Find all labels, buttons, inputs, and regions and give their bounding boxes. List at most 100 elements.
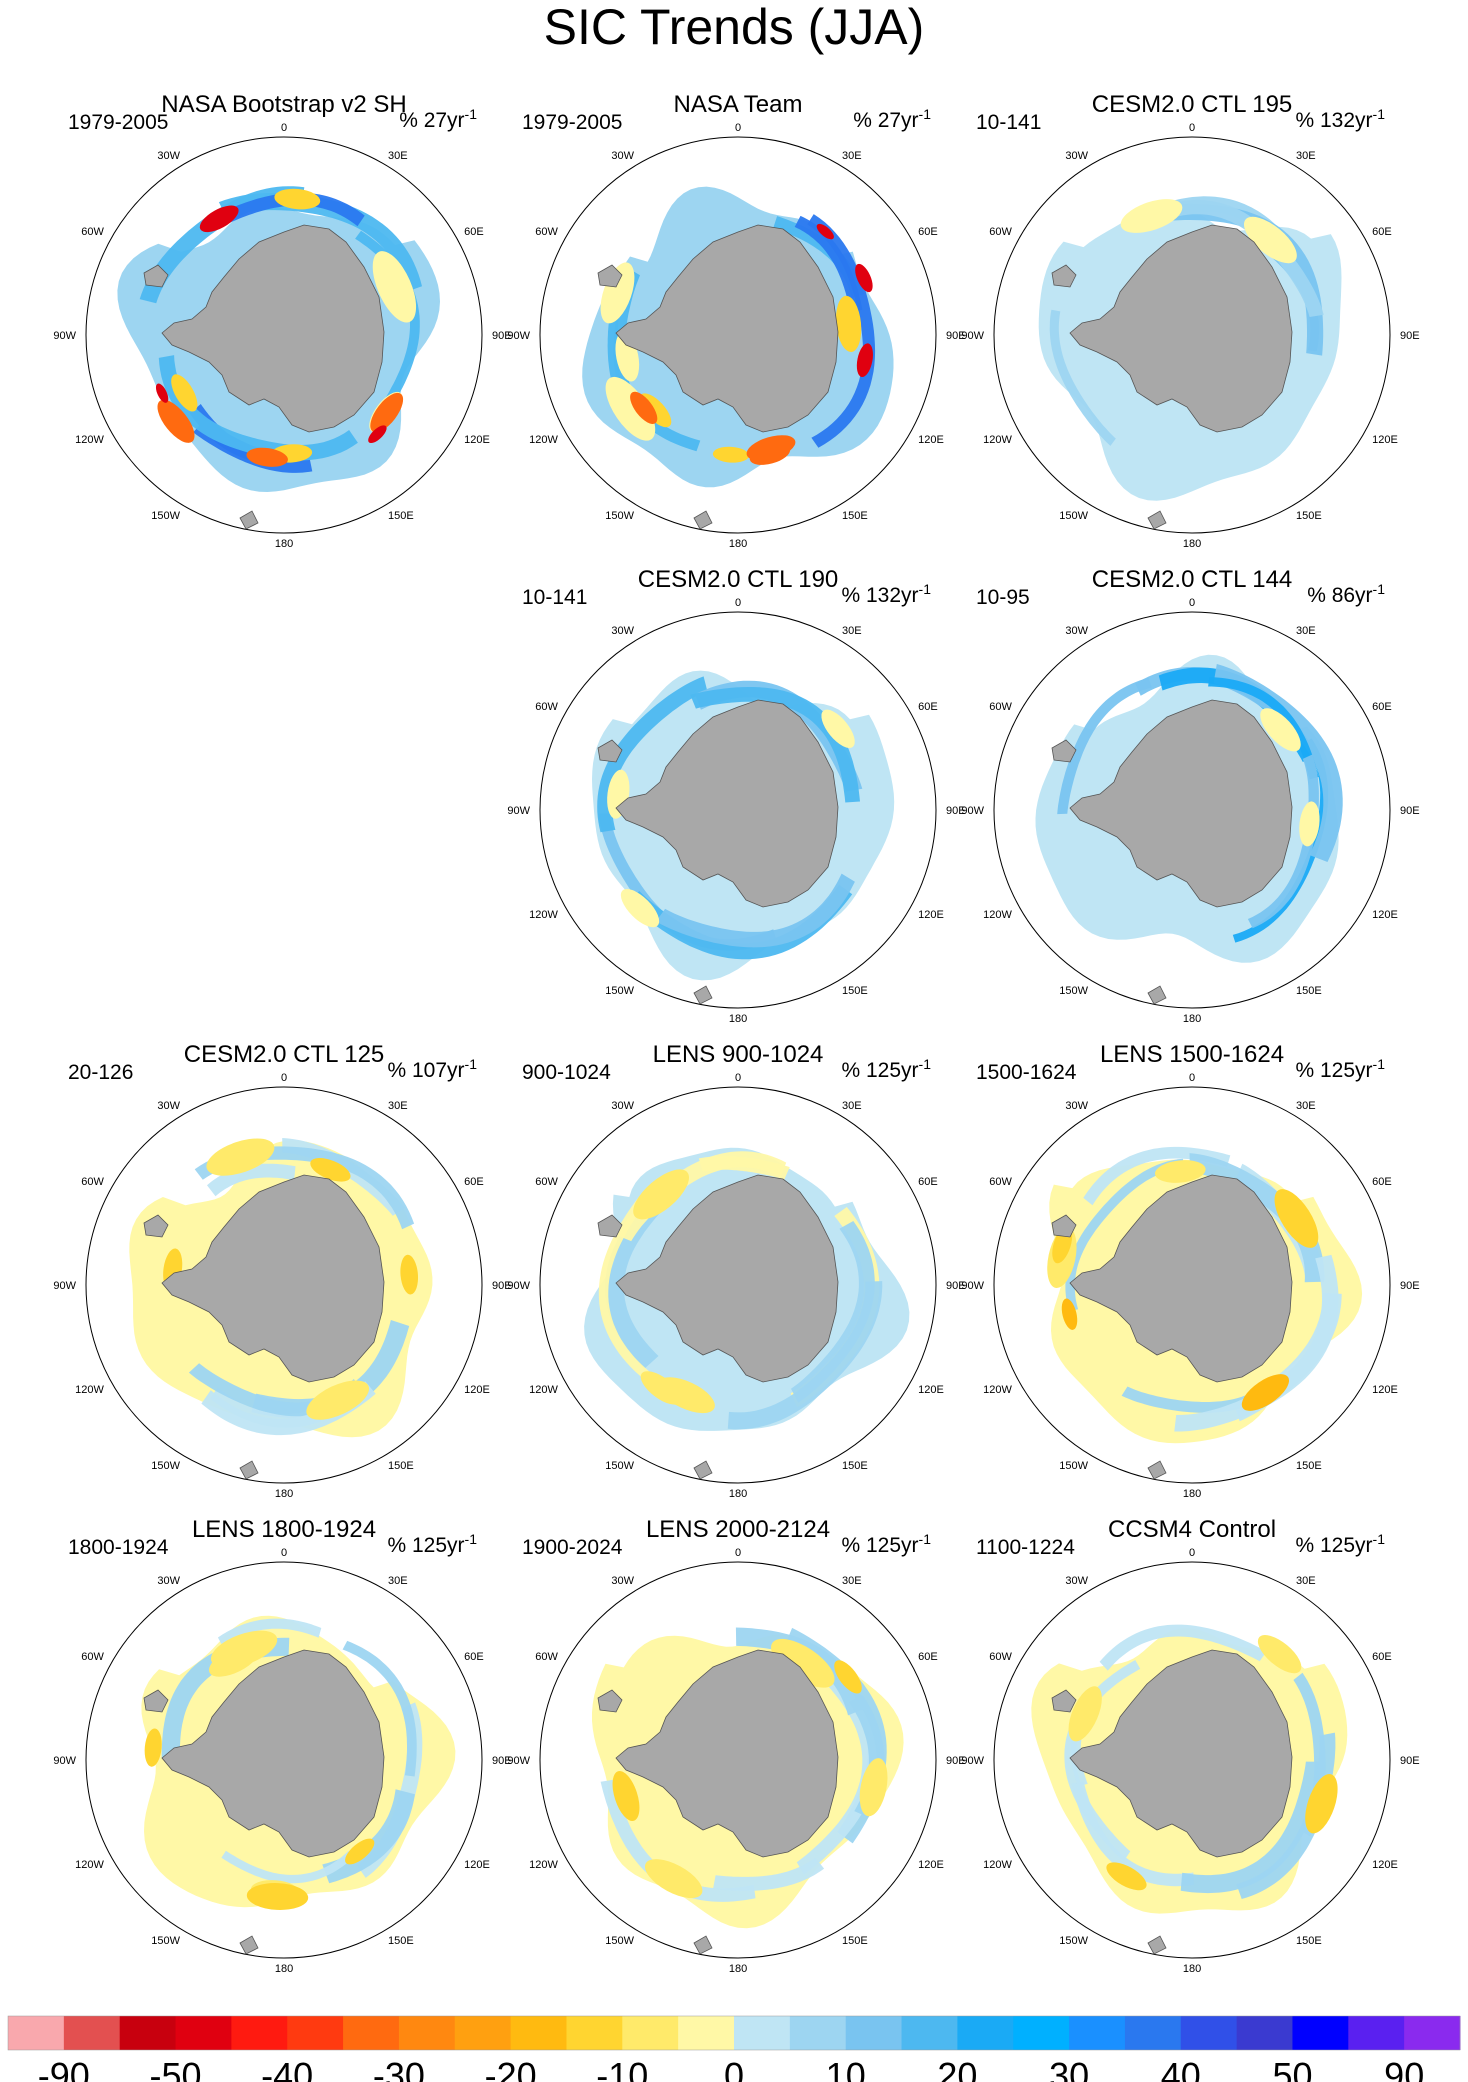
longitude-label: 0 [735,597,741,609]
colorbar-swatch [1013,2016,1070,2050]
sea-ice-field [592,670,895,1005]
colorbar-swatch [287,2016,344,2050]
longitude-label: 30E [1296,150,1316,162]
trend-patch [644,1859,703,1899]
longitude-label: 90E [946,1280,966,1292]
antarctica-landmass [615,699,839,908]
trend-band [713,1857,825,1891]
trend-patch [1106,1862,1147,1891]
longitude-label: 60W [535,701,558,713]
longitude-label: 90E [1400,1755,1420,1767]
longitude-label: 60E [464,1651,484,1663]
trend-band [598,1192,667,1393]
longitude-label: 30W [1065,1100,1088,1112]
trend-patch [1274,1189,1319,1248]
longitude-label: 120E [1372,1859,1398,1871]
longitude-label: 60E [1372,1176,1392,1188]
trend-patch [1305,1774,1338,1834]
trend-patch [310,1157,351,1182]
longitude-label: 0 [735,122,741,134]
trend-band [1049,309,1116,446]
colorbar-swatch [231,2016,288,2050]
longitude-label: 120E [1372,909,1398,921]
new-zealand-landmass [1147,1935,1167,1955]
longitude-label: 30W [611,1100,634,1112]
panel-units: % 125yr-1 [1296,1056,1386,1082]
longitude-label: 90E [492,330,512,342]
colorbar-tick-label: 90 [1384,2055,1424,2082]
longitude-label: 0 [1189,1072,1195,1084]
longitude-label: 150W [151,1935,180,1947]
colorbar-swatch [566,2016,623,2050]
longitude-label: 60E [1372,226,1392,238]
longitude-label: 150E [842,1935,868,1947]
longitude-label: 30E [388,1100,408,1112]
longitude-label: 120W [983,1859,1012,1871]
sea-ice-field [582,186,894,530]
new-zealand-landmass [693,510,713,530]
longitude-label: 60E [1372,701,1392,713]
longitude-label: 0 [281,1547,287,1559]
panel-period: 900-1024 [522,1061,611,1084]
longitude-label: 60W [989,1651,1012,1663]
trend-patch [821,709,855,748]
trend-patch [274,188,321,210]
longitude-label: 180 [729,1963,747,1975]
longitude-label: 60W [81,1176,104,1188]
trend-band [218,192,422,292]
longitude-label: 150E [388,1460,414,1472]
panel-period: 1800-1924 [68,1536,169,1559]
trend-band [655,873,855,948]
map-panel: LENS 1800-1924 1800-1924 % 125yr-1 0 30E 60E 9… [53,1516,511,1975]
colorbar-swatch [734,2016,791,2050]
colorbar-swatch [119,2016,177,2050]
colorbar-swatch [1180,2016,1238,2050]
longitude-label: 180 [729,1013,747,1025]
longitude-label: 90E [946,805,966,817]
trend-patch [199,205,239,233]
longitude-label: 60W [535,226,558,238]
trend-patch [633,1169,690,1220]
longitude-label: 150E [1296,1935,1322,1947]
colorbar-swatch [1292,2016,1349,2050]
longitude-label: 120E [1372,1384,1398,1396]
panel-units: % 107yr-1 [388,1056,478,1082]
longitude-label: 60W [989,701,1012,713]
map-panel: LENS 2000-2124 1900-2024 % 125yr-1 0 30E 60E 9… [507,1516,965,1975]
colorbar: -90 -50 -40 -30 -20 -10 0 10 20 30 40 50 90 [7,2015,1461,2082]
south-america-landmass [1051,739,1077,763]
colorbar-swatch [1124,2016,1182,2050]
trend-band [221,1850,354,1884]
longitude-label: 150W [1059,1460,1088,1472]
sea-ice-field [1035,654,1343,1005]
panel-period: 10-95 [976,586,1030,609]
longitude-label: 30E [842,150,862,162]
trend-patch [157,399,195,443]
trend-band [342,1640,417,1777]
trend-patch [630,391,658,425]
longitude-label: 60E [918,1651,938,1663]
trend-band [208,192,365,230]
longitude-label: 30W [611,625,634,637]
map-panel: LENS 900-1024 900-1024 % 125yr-1 0 30E 60E 90E… [507,1041,965,1500]
colorbar-tick-label: -90 [38,2055,90,2082]
longitude-label: 90W [53,1280,76,1292]
panel-title: NASA Bootstrap v2 SH [161,91,406,118]
longitude-label: 30E [842,625,862,637]
longitude-label: 120W [983,434,1012,446]
longitude-label: 150E [842,1460,868,1472]
longitude-label: 150E [388,510,414,522]
antarctica-landmass [161,1649,385,1858]
longitude-label: 30W [611,150,634,162]
panel-title: NASA Team [674,91,803,118]
trend-patch [1260,708,1301,752]
longitude-label: 90E [1400,805,1420,817]
longitude-label: 90E [1400,1280,1420,1292]
longitude-label: 30E [1296,1575,1316,1587]
longitude-label: 180 [275,1963,293,1975]
trend-patch [155,383,169,403]
colorbar-swatch [901,2016,958,2050]
new-zealand-landmass [239,1935,259,1955]
longitude-label: 30W [1065,150,1088,162]
longitude-label: 0 [1189,1547,1195,1559]
